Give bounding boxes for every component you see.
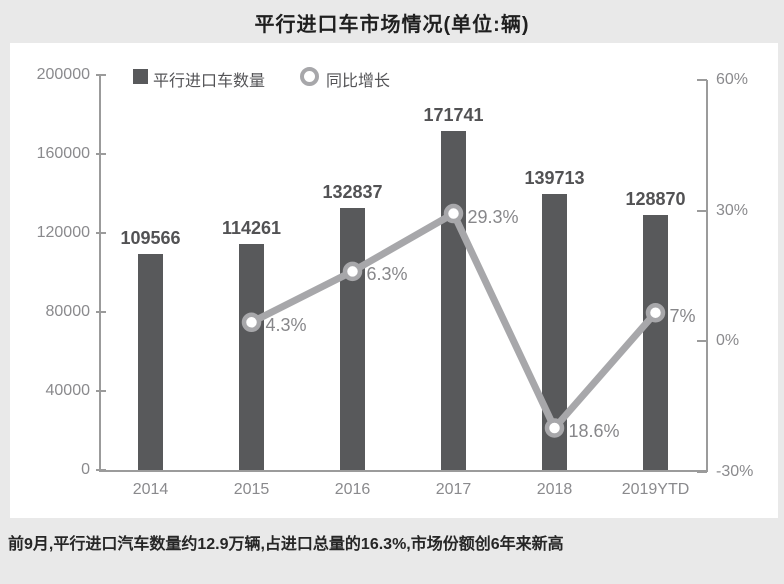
left-axis-line: [99, 75, 101, 472]
legend: 平行进口车数量 同比增长: [10, 43, 778, 90]
left-axis-tick: [96, 153, 106, 155]
growth-value-label: 4.3%: [265, 315, 307, 336]
left-axis-tick-label: 40000: [45, 382, 91, 399]
right-axis-tick: [697, 340, 707, 342]
bar-2016: [340, 207, 365, 470]
bar-value-label: 109566: [120, 227, 181, 248]
left-axis-tick: [96, 232, 106, 234]
bar-value-label: 114261: [221, 218, 282, 239]
growth-marker-icon: [342, 261, 363, 282]
left-axis-tick: [96, 311, 106, 313]
left-axis-tick: [96, 74, 106, 76]
bar-2014: [138, 253, 163, 470]
left-axis-tick-label: 80000: [45, 303, 91, 320]
right-axis-tick: [697, 471, 707, 473]
right-axis-tick: [697, 79, 707, 81]
x-axis-label: 2018: [536, 481, 573, 498]
right-axis-tick-label: 30%: [716, 202, 749, 219]
right-axis-tick-label: -30%: [716, 463, 754, 480]
bar-2017: [441, 130, 466, 470]
bar-2019YTD: [643, 215, 668, 470]
chart-panel: 平行进口车数量 同比增长 200000 160000 120000 80000 4000…: [10, 43, 778, 518]
x-axis-label: 2019YTD: [621, 481, 690, 498]
left-axis-tick: [96, 469, 106, 471]
chart-title: 平行进口车市场情况(单位:辆): [254, 14, 530, 36]
left-axis-tick-label: 200000: [36, 66, 90, 83]
bar-series-legend-label: 平行进口车数量: [153, 73, 266, 90]
right-axis-tick-label: 0%: [716, 332, 740, 349]
right-axis-tick-label: 60%: [716, 71, 749, 88]
bar-value-label: 132837: [322, 181, 383, 202]
line-series-legend-label: 同比增长: [326, 73, 391, 90]
bar-value-label: 128870: [625, 189, 686, 210]
x-axis-label: 2014: [132, 481, 169, 498]
plot-area: 200000 160000 120000 80000 40000 0 60% 30% 0% -30…: [10, 43, 778, 518]
growth-value-label: 18.6%: [568, 421, 620, 441]
left-axis-tick-label: 160000: [36, 145, 90, 162]
x-axis-label: 2017: [435, 481, 472, 498]
growth-marker-icon: [645, 302, 666, 323]
right-axis-tick: [697, 210, 707, 212]
growth-value-label: 7%: [669, 305, 696, 326]
growth-line: [249, 210, 659, 432]
growth-value-label: 29.3%: [467, 206, 519, 227]
bar-2015: [239, 244, 264, 470]
growth-marker-icon: [443, 203, 464, 224]
right-axis-line: [706, 80, 708, 472]
footnote: 前9月,平行进口汽车数量约12.9万辆,占进口总量的16.3%,市场份额创6年来…: [8, 536, 564, 553]
line-series-ring-icon: [300, 67, 319, 86]
bar-value-label: 171741: [423, 104, 484, 125]
left-axis-tick-label: 0: [81, 461, 90, 478]
x-axis-label: 2016: [334, 481, 371, 498]
x-axis-label: 2015: [233, 481, 270, 498]
left-axis-tick-label: 120000: [36, 224, 90, 241]
growth-value-label: 6.3%: [366, 264, 408, 285]
bar-series-swatch-icon: [133, 69, 148, 84]
x-axis-line: [99, 470, 708, 472]
growth-marker-icon: [544, 418, 565, 438]
bar-value-label: 139713: [524, 168, 585, 189]
growth-marker-icon: [241, 312, 262, 333]
growth-line-layer: [241, 203, 666, 438]
left-axis-tick: [96, 390, 106, 392]
